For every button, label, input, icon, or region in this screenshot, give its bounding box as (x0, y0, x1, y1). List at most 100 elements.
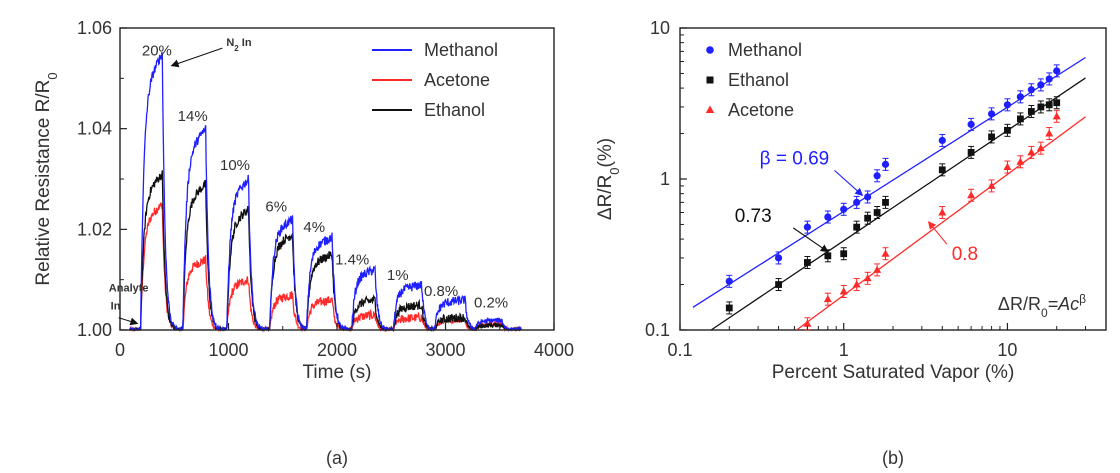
point-methanol (873, 172, 881, 180)
point-acetone (852, 280, 861, 288)
point-ethanol (1037, 103, 1045, 111)
trace-methanol (129, 52, 522, 333)
x-tick-label: 3000 (425, 340, 465, 360)
x-tick-label: 0.1 (667, 340, 692, 360)
slope-arrow (927, 221, 948, 245)
point-ethanol (988, 133, 995, 141)
panel-a-annotations: N2 In Analyte In (109, 37, 252, 326)
legend-label-ethanol: Ethanol (424, 100, 485, 120)
point-methanol (1027, 86, 1035, 94)
peak-label: 1% (387, 267, 409, 284)
panel-a-y-axis-label: Relative Resistance R/R0 (33, 72, 60, 285)
panel-b-fit-lines (692, 56, 1086, 331)
panel-b-ticks: 0.1 1 10 0.1 1 10 (645, 18, 1107, 360)
panel-a-x-axis-label: Time (s) (303, 362, 372, 383)
point-methanol (1037, 81, 1045, 89)
point-methanol (803, 223, 811, 231)
panel-b-label: (b) (882, 448, 904, 468)
slope-arrow (792, 227, 829, 253)
point-ethanol (775, 281, 782, 288)
slope-label: β = 0.69 (760, 148, 830, 169)
peak-label: 4% (303, 219, 325, 236)
y-tick-label: 0.1 (645, 320, 670, 340)
analyte-in-arrow (118, 317, 139, 326)
point-methanol (967, 120, 975, 128)
n2-in-arrow (170, 47, 223, 68)
y-tick-label: 1.04 (77, 119, 112, 139)
peak-label: 6% (265, 199, 287, 216)
panel-a-traces (129, 52, 522, 333)
point-methanol (774, 254, 783, 262)
panel-b: 0.1 1 10 0.1 1 10 β = 0.69 0.73 0.8 Methanol Eth… (595, 18, 1107, 468)
y-tick-label: 1 (660, 169, 670, 189)
legend-marker-acetone (705, 105, 715, 113)
y-tick-label: 1.06 (77, 18, 112, 38)
point-ethanol (824, 252, 832, 260)
slope-label: 0.8 (952, 244, 978, 265)
panel-a-legend: Methanol Acetone Ethanol (372, 40, 498, 120)
point-acetone (863, 274, 872, 282)
point-methanol (725, 277, 733, 285)
fit-line-acetone (796, 116, 1086, 331)
point-methanol (864, 193, 872, 201)
peak-label: 0.8% (424, 283, 458, 300)
point-ethanol (853, 223, 861, 231)
panel-b-points (725, 64, 1061, 331)
point-methanol (1053, 67, 1061, 75)
panel-a: 0 1000 2000 3000 4000 1.00 1.02 1.04 1.06 20% 14%… (33, 18, 574, 468)
y-tick-label: 1.00 (77, 320, 112, 340)
panel-a-ticks: 0 1000 2000 3000 4000 1.00 1.02 1.04 1.06 (77, 18, 574, 360)
point-acetone (823, 294, 832, 303)
n2-in-annotation: N2 In (226, 37, 252, 53)
analyte-in-annotation: Analyte (109, 283, 149, 295)
panel-b-y-axis-label: ΔR/R0(%) (595, 138, 622, 220)
peak-label: 20% (142, 43, 172, 60)
peak-label: 0.2% (474, 294, 508, 311)
legend-label-acetone: Acetone (424, 70, 490, 90)
point-ethanol (840, 250, 848, 258)
panel-b-legend: Methanol Ethanol Acetone (705, 40, 802, 120)
legend-label-methanol: Methanol (728, 40, 802, 60)
panel-b-equation: ΔR/R0=Acβ (998, 292, 1086, 320)
x-tick-label: 1 (839, 340, 849, 360)
slope-arrow (834, 169, 864, 196)
y-tick-label: 1.02 (77, 219, 112, 239)
point-ethanol (1016, 115, 1024, 123)
point-acetone (881, 249, 890, 257)
point-ethanol (1053, 99, 1061, 107)
x-tick-label: 10 (997, 340, 1017, 360)
panel-a-peak-labels: 20% 14% 10% 6% 4% 1.4% 1% 0.8% 0.2% (142, 43, 508, 312)
point-acetone (1003, 162, 1012, 171)
point-methanol (1045, 75, 1053, 83)
point-ethanol (1027, 108, 1035, 115)
point-ethanol (803, 259, 811, 266)
legend-marker-methanol (706, 46, 714, 54)
point-acetone (938, 208, 947, 216)
point-acetone (839, 287, 848, 295)
point-methanol (938, 136, 946, 145)
point-acetone (873, 265, 882, 273)
point-ethanol (882, 198, 889, 206)
legend-label-acetone: Acetone (728, 100, 794, 120)
peak-label: 14% (178, 108, 208, 125)
point-methanol (1003, 101, 1012, 109)
point-methanol (987, 110, 996, 118)
fit-line-methanol (692, 56, 1086, 308)
x-tick-label: 0 (115, 340, 125, 360)
peak-label: 1.4% (335, 252, 369, 269)
point-methanol (840, 205, 848, 213)
legend-marker-ethanol (706, 76, 714, 84)
point-methanol (1016, 93, 1024, 101)
point-ethanol (967, 149, 975, 156)
y-tick-label: 10 (650, 18, 670, 38)
peak-label: 10% (220, 157, 250, 174)
x-tick-label: 4000 (534, 340, 574, 360)
point-acetone (1052, 112, 1061, 120)
legend-label-methanol: Methanol (424, 40, 498, 60)
x-tick-label: 1000 (208, 340, 248, 360)
point-acetone (1016, 157, 1025, 165)
analyte-in-annotation-line2: In (111, 301, 121, 313)
trace-ethanol (129, 170, 522, 333)
slope-label: 0.73 (735, 206, 772, 227)
point-acetone (987, 181, 996, 189)
